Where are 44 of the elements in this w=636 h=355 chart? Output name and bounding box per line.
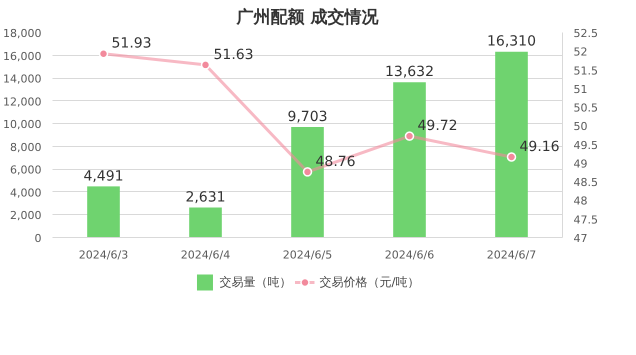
y2-tick-label: 52	[574, 46, 588, 59]
point	[98, 49, 108, 58]
y2-tick-label: 47.5	[574, 213, 598, 226]
y-tick-label: 8,000	[10, 140, 42, 154]
y2-tick-label: 52.5	[574, 27, 598, 40]
x-tick-label: 2024/6/5	[282, 248, 332, 262]
point	[506, 152, 516, 162]
y-tick-label: 18,000	[3, 27, 42, 40]
data-label: 16,310	[487, 34, 536, 50]
data-label: 51.63	[214, 46, 254, 63]
chart-title: 广州配额 成交情况	[236, 8, 380, 28]
point	[302, 167, 312, 177]
point	[200, 60, 210, 70]
y2-tick-label: 48.5	[574, 176, 598, 190]
y2-tick-label: 49.5	[574, 138, 598, 152]
data-label: 2,631	[185, 190, 226, 206]
y2-tick-label: 50.5	[574, 102, 598, 115]
x-tick-label: 2024/6/4	[180, 248, 230, 262]
y-tick-label: 10,000	[3, 118, 42, 132]
y-tick-label: 0	[34, 232, 42, 245]
data-label: 51.93	[112, 36, 152, 52]
y-tick-label: 14,000	[3, 72, 42, 86]
y-tick-label: 4,000	[10, 186, 42, 200]
y-tick-label: 6,000	[10, 164, 42, 177]
bar	[87, 186, 120, 238]
y2-tick-label: 49	[574, 157, 588, 170]
x-tick-label: 2024/6/7	[486, 248, 536, 262]
y-tick-label: 12,000	[3, 95, 42, 108]
y2-tick-label: 51	[574, 82, 588, 96]
point	[404, 131, 414, 141]
data-label: 4,491	[83, 168, 124, 184]
y2-tick-label: 51.5	[574, 64, 598, 78]
x-tick-label: 2024/6/3	[78, 248, 128, 262]
legend-label: 交易量（吨）	[219, 274, 292, 290]
y-tick-label: 2,000	[10, 209, 42, 222]
y2-tick-label: 48	[574, 194, 588, 208]
data-label: 13,632	[385, 64, 434, 80]
y-tick-label: 16,000	[3, 50, 42, 63]
y2-tick-label: 50	[574, 120, 588, 134]
y2-tick-label: 47	[574, 232, 588, 245]
legend-label: 交易价格（元/吨）	[319, 274, 420, 290]
x-tick-label: 2024/6/6	[384, 248, 434, 262]
bar	[189, 208, 222, 238]
data-label: 9,703	[287, 108, 328, 125]
